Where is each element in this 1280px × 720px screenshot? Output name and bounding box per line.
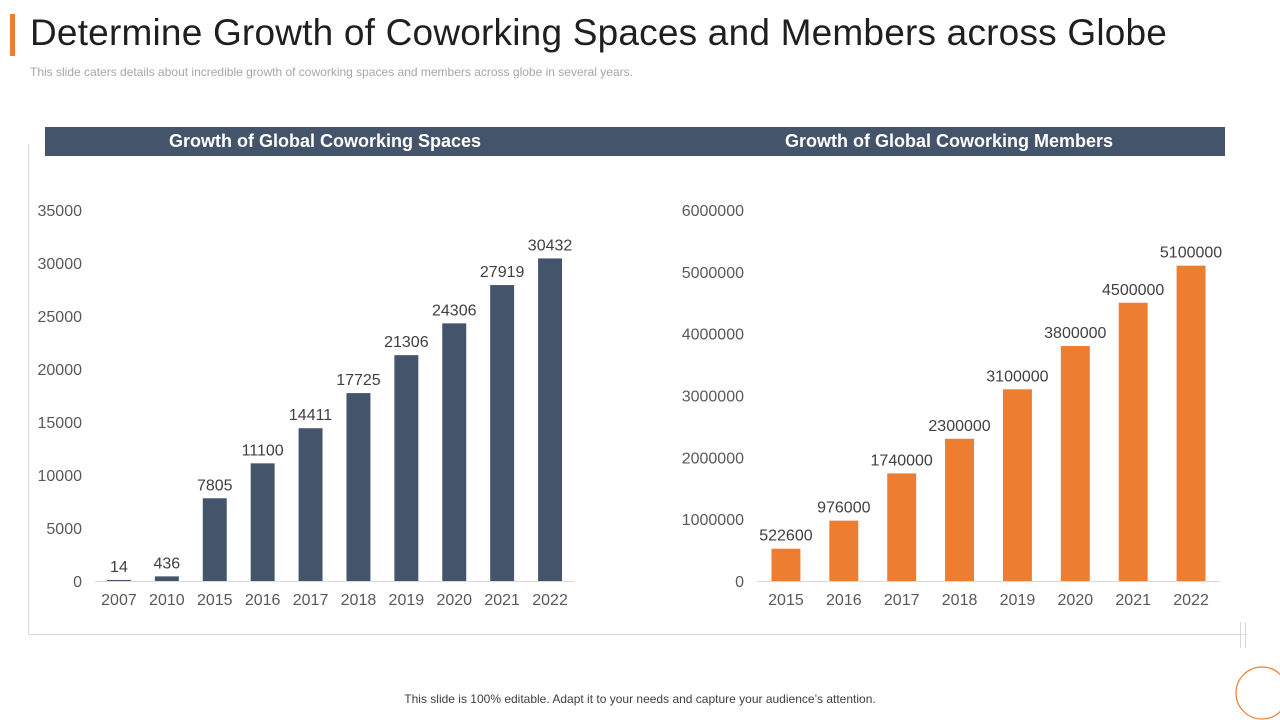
y-tick-label: 35000: [38, 203, 83, 220]
x-tick-label: 2018: [942, 592, 978, 609]
bar: [887, 473, 917, 581]
y-tick-label: 10000: [38, 468, 83, 485]
y-tick-label: 4000000: [682, 327, 744, 344]
bar: [202, 498, 227, 581]
bar: [154, 576, 179, 581]
data-label: 3800000: [1044, 325, 1106, 342]
data-label: 14: [110, 559, 128, 576]
data-label: 976000: [817, 500, 870, 517]
x-tick-label: 2016: [826, 592, 862, 609]
frame-corner-tick: [1240, 622, 1241, 648]
data-label: 436: [153, 555, 180, 572]
frame-corner-tick: [1245, 622, 1246, 648]
data-label: 4500000: [1102, 282, 1164, 299]
y-tick-label: 3000000: [682, 389, 744, 406]
slide-subtitle: This slide caters details about incredib…: [30, 65, 633, 79]
data-label: 30432: [528, 237, 573, 254]
bar: [250, 463, 275, 581]
x-tick-label: 2019: [389, 592, 425, 609]
y-tick-label: 2000000: [682, 450, 744, 467]
data-label: 24306: [432, 302, 477, 319]
x-tick-label: 2019: [1000, 592, 1036, 609]
data-label: 17725: [336, 372, 381, 389]
y-tick-label: 30000: [38, 256, 83, 273]
slide-footer: This slide is 100% editable. Adapt it to…: [404, 692, 876, 706]
frame-bottom-border: [28, 634, 1245, 635]
bar: [1002, 389, 1032, 581]
bar: [1118, 302, 1148, 581]
y-tick-label: 1000000: [682, 512, 744, 529]
data-label: 1740000: [871, 452, 933, 469]
bar: [1176, 265, 1206, 581]
panel-header-bar: Growth of Global Coworking Spaces Growth…: [45, 127, 1225, 156]
bar: [771, 548, 801, 581]
y-tick-label: 5000: [46, 521, 82, 538]
data-label: 3100000: [986, 368, 1048, 385]
data-label: 14411: [289, 407, 332, 424]
decorative-circle-icon: [1235, 666, 1280, 720]
bar: [394, 355, 419, 581]
data-label: 2300000: [928, 418, 990, 435]
y-tick-label: 6000000: [682, 203, 744, 220]
x-tick-label: 2016: [245, 592, 281, 609]
y-tick-label: 15000: [38, 415, 83, 432]
y-tick-label: 25000: [38, 309, 83, 326]
x-tick-label: 2020: [436, 592, 472, 609]
slide-title: Determine Growth of Coworking Spaces and…: [30, 12, 1168, 53]
bar: [945, 438, 975, 581]
x-tick-label: 2018: [341, 592, 377, 609]
bar: [829, 520, 859, 581]
y-tick-label: 0: [735, 574, 744, 591]
data-label: 522600: [759, 528, 812, 545]
x-tick-label: 2020: [1058, 592, 1094, 609]
data-label: 27919: [480, 264, 525, 281]
bar: [442, 323, 467, 581]
data-label: 21306: [384, 334, 429, 351]
title-accent-bar: [10, 14, 15, 56]
data-label: 11100: [242, 442, 284, 459]
bar: [106, 580, 131, 581]
bar: [346, 393, 371, 581]
x-tick-label: 2007: [101, 592, 137, 609]
y-tick-label: 20000: [38, 362, 83, 379]
bar: [490, 285, 515, 581]
bar: [298, 428, 323, 581]
x-tick-label: 2021: [484, 592, 520, 609]
x-tick-label: 2010: [149, 592, 185, 609]
y-tick-label: 5000000: [682, 265, 744, 282]
x-tick-label: 2015: [197, 592, 233, 609]
data-label: 7805: [197, 477, 233, 494]
x-tick-label: 2017: [293, 592, 329, 609]
members-bar-chart: 0 1000000 2000000 3000000 4000000 5000000 6000…: [682, 203, 1223, 609]
x-tick-label: 2022: [1173, 592, 1209, 609]
x-tick-label: 2022: [532, 592, 568, 609]
spaces-bar-chart: 0 5000 10000 15000 20000 25000 30000 35000 14 200…: [38, 203, 574, 609]
bar: [1060, 346, 1090, 581]
spaces-chart-title: Growth of Global Coworking Spaces: [168, 131, 482, 151]
x-tick-label: 2015: [768, 592, 804, 609]
x-tick-label: 2021: [1115, 592, 1151, 609]
x-tick-label: 2017: [884, 592, 920, 609]
y-tick-label: 0: [73, 574, 82, 591]
frame-left-border: [28, 144, 29, 635]
data-label: 5100000: [1160, 245, 1222, 262]
members-chart-title: Growth of Global Coworking Members: [784, 131, 1114, 151]
bar: [538, 258, 563, 581]
